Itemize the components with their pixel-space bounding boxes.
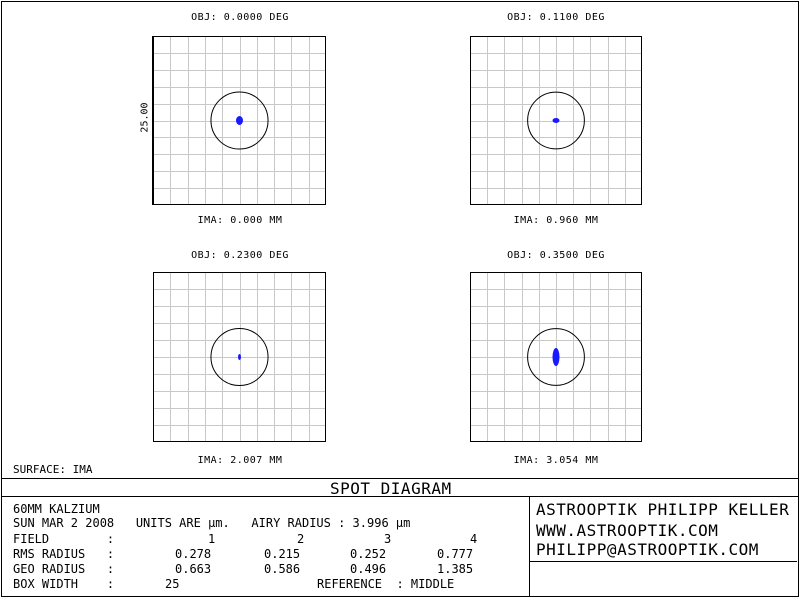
plot-1-ima-label: IMA: 0.000 MM (197, 215, 283, 226)
scale-bar-label: 25.00 (139, 102, 151, 133)
box-width-label: BOX WIDTH : (13, 577, 115, 591)
spot-plot-3 (153, 272, 326, 442)
ray-spot (552, 118, 560, 123)
geo-value: 0.586 (264, 562, 301, 576)
company-website: WWW.ASTROOPTIK.COM (536, 521, 719, 540)
plot-border (470, 36, 642, 205)
geo-value: 0.663 (175, 562, 212, 576)
plot-2-ima-label: IMA: 0.960 MM (513, 215, 599, 226)
field-row-label: FIELD : (13, 532, 115, 546)
rms-row-label: RMS RADIUS : (13, 547, 115, 561)
info-panel-divider (529, 496, 530, 596)
plot-1-obj-label: OBJ: 0.0000 DEG (191, 12, 289, 23)
title-bar-bottom-line (2, 496, 798, 497)
ray-spot (238, 354, 241, 360)
ray-spot (236, 116, 243, 125)
field-value: 2 (297, 532, 305, 546)
diagram-title: SPOT DIAGRAM (330, 479, 452, 498)
plot-border (153, 36, 326, 205)
rms-value: 0.215 (264, 547, 301, 561)
surface-label: SURFACE: IMA (13, 463, 93, 476)
reference-label: REFERENCE : MIDDLE (317, 577, 455, 591)
info-lens-name: 60MM KALZIUM (13, 502, 100, 516)
plot-border (153, 272, 326, 442)
airy-disk-circle (527, 91, 585, 150)
spot-plot-4 (470, 272, 642, 442)
plot-3-ima-label: IMA: 2.007 MM (197, 455, 283, 466)
field-value: 4 (470, 532, 478, 546)
field-value: 1 (208, 532, 216, 546)
geo-value: 1.385 (437, 562, 474, 576)
field-value: 3 (384, 532, 392, 546)
box-width-value: 25 (165, 577, 180, 591)
plot-4-obj-label: OBJ: 0.3500 DEG (507, 250, 605, 261)
ray-spot (552, 348, 560, 366)
spot-plot-1 (153, 36, 326, 205)
rms-value: 0.777 (437, 547, 474, 561)
geo-value: 0.496 (350, 562, 387, 576)
spot-plot-2 (470, 36, 642, 205)
plot-2-obj-label: OBJ: 0.1100 DEG (507, 12, 605, 23)
info-date-units: SUN MAR 2 2008 UNITS ARE µm. AIRY RADIUS… (13, 516, 411, 530)
title-bar-top-line (2, 478, 798, 479)
rms-value: 0.252 (350, 547, 387, 561)
scale-bar-line (152, 36, 153, 205)
geo-row-label: GEO RADIUS : (13, 562, 115, 576)
airy-disk-circle (210, 327, 269, 387)
plot-3-obj-label: OBJ: 0.2300 DEG (191, 250, 289, 261)
company-email: PHILIPP@ASTROOPTIK.COM (536, 540, 759, 559)
rms-value: 0.278 (175, 547, 212, 561)
plot-4-ima-label: IMA: 3.054 MM (513, 455, 599, 466)
plot-border (470, 272, 642, 442)
airy-disk-circle (210, 91, 269, 150)
company-box-line (529, 561, 797, 562)
company-name: ASTROOPTIK PHILIPP KELLER (536, 500, 790, 519)
airy-disk-circle (527, 328, 585, 386)
